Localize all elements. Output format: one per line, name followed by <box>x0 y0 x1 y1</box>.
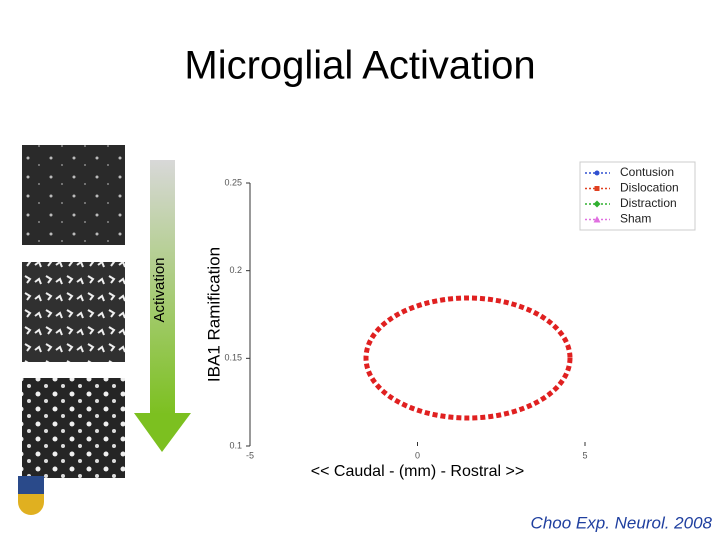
x-tick-label: 5 <box>582 450 587 460</box>
x-tick-label: -5 <box>246 450 254 460</box>
x-tick-label: 0 <box>415 450 420 460</box>
micrograph <box>22 378 125 478</box>
y-tick-label: 0.25 <box>224 177 242 187</box>
legend-marker <box>594 186 600 191</box>
legend-label: Sham <box>620 212 651 226</box>
highlight-ellipse <box>363 295 573 421</box>
y-tick-label: 0.2 <box>229 265 242 275</box>
slide-title: Microglial Activation <box>184 44 535 88</box>
legend-label: Dislocation <box>620 181 679 195</box>
legend-marker <box>593 216 601 223</box>
legend-label: Distraction <box>620 196 677 210</box>
legend-label: Contusion <box>620 165 674 179</box>
logo <box>18 476 44 515</box>
activation-label: Activation <box>151 257 168 322</box>
activation-arrow <box>150 160 175 415</box>
legend-marker <box>593 200 601 208</box>
activation-arrow-head <box>134 413 191 452</box>
micrograph <box>22 262 125 362</box>
x-axis-label: << Caudal - (mm) - Rostral >> <box>311 463 524 480</box>
citation: Choo Exp. Neurol. 2008 <box>531 513 713 532</box>
micrograph <box>22 145 125 245</box>
y-axis-label: IBA1 Ramification <box>204 247 223 382</box>
y-tick-label: 0.15 <box>224 353 242 363</box>
y-tick-label: 0.1 <box>229 440 242 450</box>
legend-marker <box>594 170 600 176</box>
